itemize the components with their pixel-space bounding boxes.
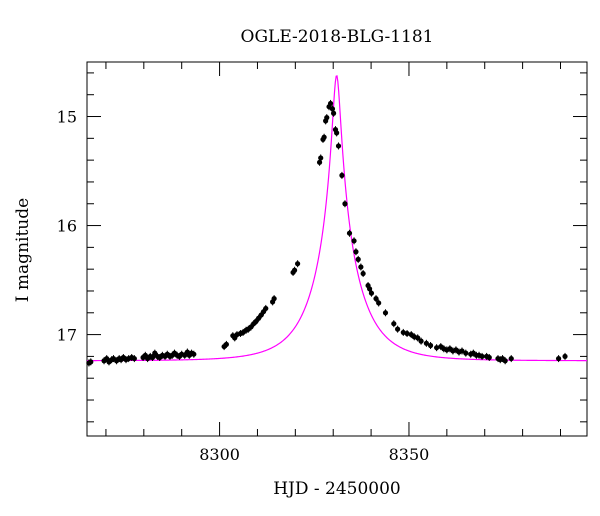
data-point	[291, 267, 298, 273]
data-point	[329, 106, 336, 112]
x-axis-label: HJD - 2450000	[273, 479, 401, 499]
chart-title: OGLE-2018-BLG-1181	[241, 27, 434, 47]
data-point	[355, 256, 361, 262]
data-point	[360, 270, 366, 277]
data-point	[346, 230, 353, 236]
data-point	[502, 358, 508, 364]
plot-frame	[86, 61, 588, 437]
model-curve	[87, 75, 587, 362]
data-point	[427, 342, 434, 349]
data-point	[508, 355, 514, 362]
data-point	[391, 321, 397, 327]
data-point	[263, 305, 269, 312]
data-point	[382, 310, 389, 316]
data-point	[479, 353, 485, 360]
data-point	[353, 249, 359, 255]
plot-area: 8300 8350 15 16 17	[57, 61, 588, 464]
data-point	[271, 296, 277, 302]
y-axis-label: I magnitude	[13, 198, 33, 302]
data-point	[149, 354, 156, 361]
data-point	[463, 350, 469, 356]
data-point	[334, 130, 340, 136]
data-point	[318, 155, 324, 161]
data-point	[335, 143, 342, 149]
data-point	[191, 351, 197, 357]
data-point	[321, 134, 327, 140]
data-point	[342, 201, 348, 207]
data-point	[376, 300, 382, 306]
data-point	[368, 290, 375, 296]
y-tick-label: 15	[57, 108, 77, 127]
data-point	[562, 353, 568, 360]
data-point	[555, 355, 562, 362]
data-point	[88, 359, 94, 365]
y-tick-label: 16	[57, 217, 77, 236]
data-point	[459, 348, 465, 354]
data-point	[423, 340, 429, 346]
data-point	[324, 115, 330, 121]
data-point	[434, 345, 440, 351]
data-point	[395, 326, 401, 332]
data-point	[327, 100, 334, 107]
y-tick-label: 17	[57, 326, 77, 345]
data-point	[404, 330, 410, 337]
data-point	[351, 238, 357, 244]
data-point	[339, 172, 345, 178]
data-point	[366, 286, 373, 292]
data-point	[415, 335, 421, 341]
x-tick-label: 8350	[389, 445, 430, 464]
data-point	[486, 354, 492, 361]
data-point	[373, 296, 379, 302]
data-point	[330, 110, 337, 116]
x-tick-label: 8300	[199, 445, 240, 464]
data-point	[358, 264, 364, 270]
data-point	[295, 261, 301, 267]
data-point	[418, 338, 424, 344]
data-point	[131, 355, 137, 362]
data-point	[223, 341, 229, 348]
data-point	[316, 159, 323, 165]
